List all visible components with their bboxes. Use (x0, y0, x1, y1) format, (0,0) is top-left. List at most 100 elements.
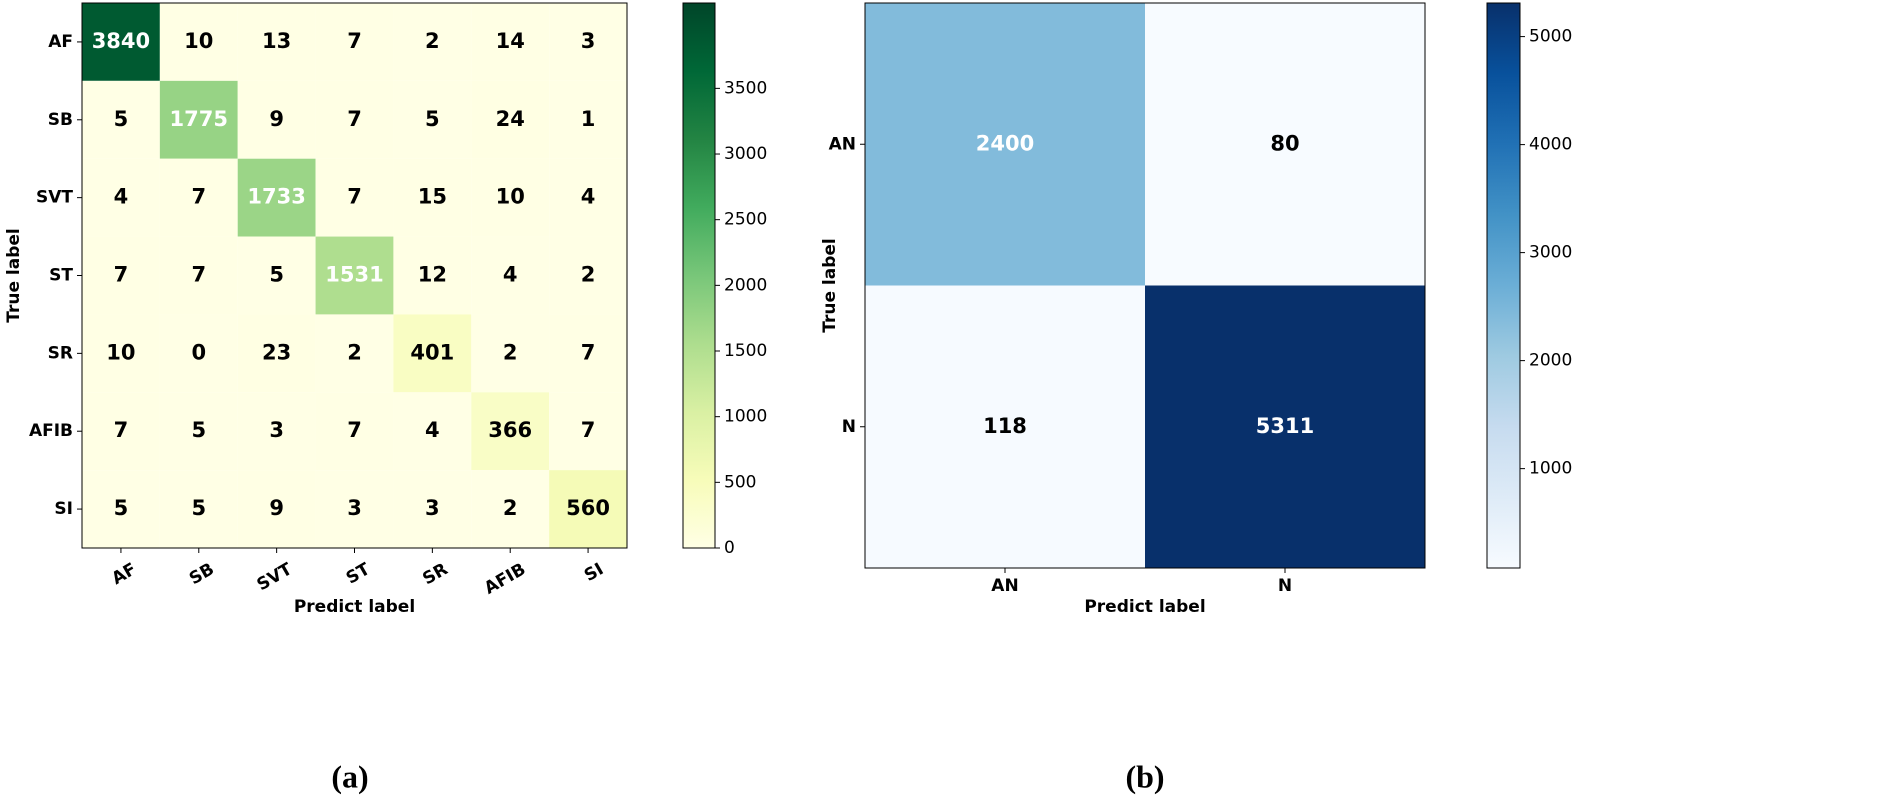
cell-value: 7 (191, 263, 206, 287)
cell (471, 158, 550, 237)
cell-value: 5 (191, 418, 206, 442)
cell-value: 1733 (247, 185, 305, 209)
colorbar (682, 2, 716, 549)
colorbar-tick-label: 3500 (724, 78, 767, 98)
cell (393, 158, 472, 237)
cell-value: 7 (114, 263, 129, 287)
cell-value: 13 (262, 29, 291, 53)
y-tick-label: ST (49, 266, 73, 286)
cell (315, 80, 394, 159)
cell-value: 4 (581, 185, 596, 209)
cell-value: 7 (347, 185, 362, 209)
cell (549, 392, 627, 471)
colorbar-tick-label: 500 (724, 472, 756, 492)
x-axis-label: Predict label (1084, 597, 1205, 617)
cell-value: 2 (503, 496, 518, 520)
cell (82, 314, 160, 393)
cell-value: 7 (114, 418, 129, 442)
x-tick-label: SVT (254, 559, 296, 595)
cell (549, 158, 627, 237)
colorbar-tick-label: 2500 (724, 210, 767, 230)
cell (237, 470, 316, 548)
cell-value: 9 (269, 496, 284, 520)
cell-value: 1775 (170, 107, 228, 131)
x-tick-label: AF (108, 559, 139, 589)
cell-value: 4 (425, 418, 440, 442)
cell (393, 392, 472, 471)
matrix-frame (864, 2, 1426, 569)
x-tick-label: N (1278, 576, 1292, 596)
cell-value: 80 (1270, 131, 1299, 155)
cell-value: 5 (114, 496, 129, 520)
cell (237, 3, 316, 81)
cell (865, 285, 1145, 568)
cell (82, 392, 160, 471)
cell-value: 118 (983, 414, 1027, 438)
cell-value: 2 (581, 263, 596, 287)
caption: (b) (1125, 758, 1164, 794)
cell (549, 80, 627, 159)
cell (82, 80, 160, 159)
cell-value: 14 (496, 29, 525, 53)
cell (315, 158, 394, 237)
cell (237, 314, 316, 393)
cell (393, 3, 472, 81)
cell (82, 3, 160, 81)
cell (393, 236, 472, 315)
cell-value: 2400 (976, 131, 1034, 155)
cell (237, 158, 316, 237)
y-tick-label: N (842, 417, 856, 437)
y-tick-label: SR (48, 343, 73, 363)
colorbar-tick-label: 3000 (1529, 243, 1572, 263)
cell-value: 9 (269, 107, 284, 131)
colorbar (1486, 2, 1521, 569)
cell-value: 5311 (1256, 414, 1314, 438)
y-tick-label: SB (48, 110, 73, 130)
cell-value: 10 (106, 340, 135, 364)
cell (159, 3, 238, 81)
cell (1145, 3, 1425, 286)
cell-value: 7 (347, 107, 362, 131)
y-tick-label: AF (48, 32, 73, 52)
cell-value: 560 (566, 496, 610, 520)
cell-value: 5 (191, 496, 206, 520)
x-tick-label: SB (186, 559, 218, 589)
y-tick-label: SVT (36, 188, 73, 208)
y-tick-label: AN (829, 134, 856, 154)
cell-value: 2 (425, 29, 440, 53)
cell-value: 7 (191, 185, 206, 209)
cell-value: 7 (347, 418, 362, 442)
cell (237, 80, 316, 159)
cell (471, 80, 550, 159)
cell-value: 7 (581, 340, 596, 364)
cell-value: 401 (410, 340, 454, 364)
cell (393, 314, 472, 393)
cell-value: 2 (503, 340, 518, 364)
cell (315, 314, 394, 393)
cell-value: 23 (262, 340, 291, 364)
cell-value: 24 (496, 107, 525, 131)
cell (549, 3, 627, 81)
cell-value: 1 (581, 107, 596, 131)
y-tick-label: SI (54, 499, 73, 519)
cell (315, 392, 394, 471)
cell (159, 470, 238, 548)
cell-value: 0 (191, 340, 206, 364)
cell-value: 3 (269, 418, 284, 442)
caption: (a) (331, 758, 368, 794)
cell (471, 470, 550, 548)
y-tick-label: AFIB (29, 421, 73, 441)
x-tick-label: AFIB (481, 559, 529, 598)
cell (159, 236, 238, 315)
cell (865, 3, 1145, 286)
cell (471, 236, 550, 315)
cell (159, 392, 238, 471)
cell (471, 392, 550, 471)
cell (549, 314, 627, 393)
cell (393, 80, 472, 159)
colorbar-tick-label: 5000 (1529, 27, 1572, 47)
colorbar-tick-label: 0 (724, 538, 735, 558)
cell-value: 3 (347, 496, 362, 520)
cell-value: 12 (418, 263, 447, 287)
